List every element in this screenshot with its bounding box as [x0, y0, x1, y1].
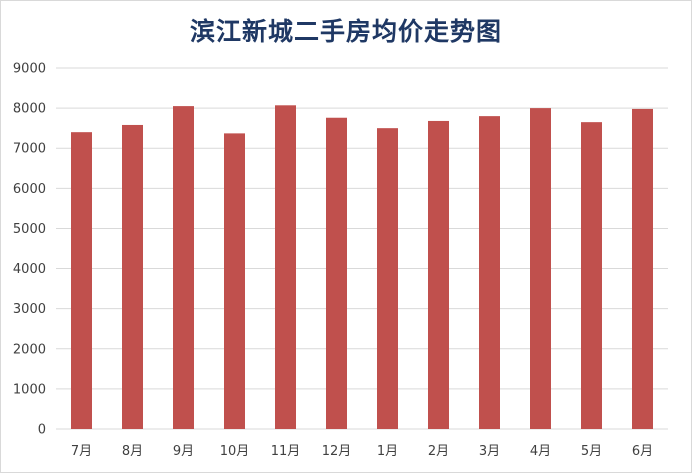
y-tick-label: 1000 [13, 382, 46, 397]
bar [479, 116, 500, 429]
x-tick-label: 4月 [530, 444, 551, 459]
y-tick-label: 9000 [13, 62, 46, 77]
y-tick-label: 5000 [13, 222, 46, 237]
bar [632, 108, 653, 429]
gridlines [56, 67, 668, 430]
bar [581, 122, 602, 430]
x-tick-label: 2月 [428, 444, 449, 459]
y-tick-label: 3000 [13, 302, 46, 317]
x-tick-label: 11月 [271, 444, 301, 459]
y-tick-label: 6000 [13, 182, 46, 197]
x-tick-label: 12月 [322, 444, 352, 459]
bar [275, 105, 296, 429]
y-tick-label: 7000 [13, 142, 46, 157]
x-tick-label: 6月 [632, 444, 653, 459]
bar [122, 124, 143, 430]
bar [326, 117, 347, 429]
chart-title: 滨江新城二手房均价走势图 [189, 17, 502, 46]
bars [71, 105, 653, 430]
x-tick-label: 1月 [377, 444, 398, 459]
y-tick-label: 8000 [13, 102, 46, 117]
bar [173, 106, 194, 429]
x-axis-ticks: 7月 8月 9月 10月 11月 12月 1月 2月 3月 4月 5月 6月 [71, 444, 653, 459]
x-tick-label: 5月 [581, 444, 602, 459]
x-tick-label: 8月 [122, 444, 143, 459]
y-tick-label: 2000 [13, 342, 46, 357]
y-tick-label: 0 [38, 423, 46, 438]
x-tick-label: 3月 [479, 444, 500, 459]
bar [530, 108, 551, 429]
x-tick-label: 10月 [220, 444, 250, 459]
bar [428, 120, 449, 430]
x-tick-label: 9月 [173, 444, 194, 459]
y-axis-ticks: 0 1000 2000 3000 4000 5000 6000 7000 8000 9000 [13, 62, 46, 438]
y-tick-label: 4000 [13, 262, 46, 277]
x-tick-label: 7月 [71, 444, 92, 459]
bar [224, 133, 245, 429]
bar [377, 128, 398, 429]
bar [71, 132, 92, 429]
